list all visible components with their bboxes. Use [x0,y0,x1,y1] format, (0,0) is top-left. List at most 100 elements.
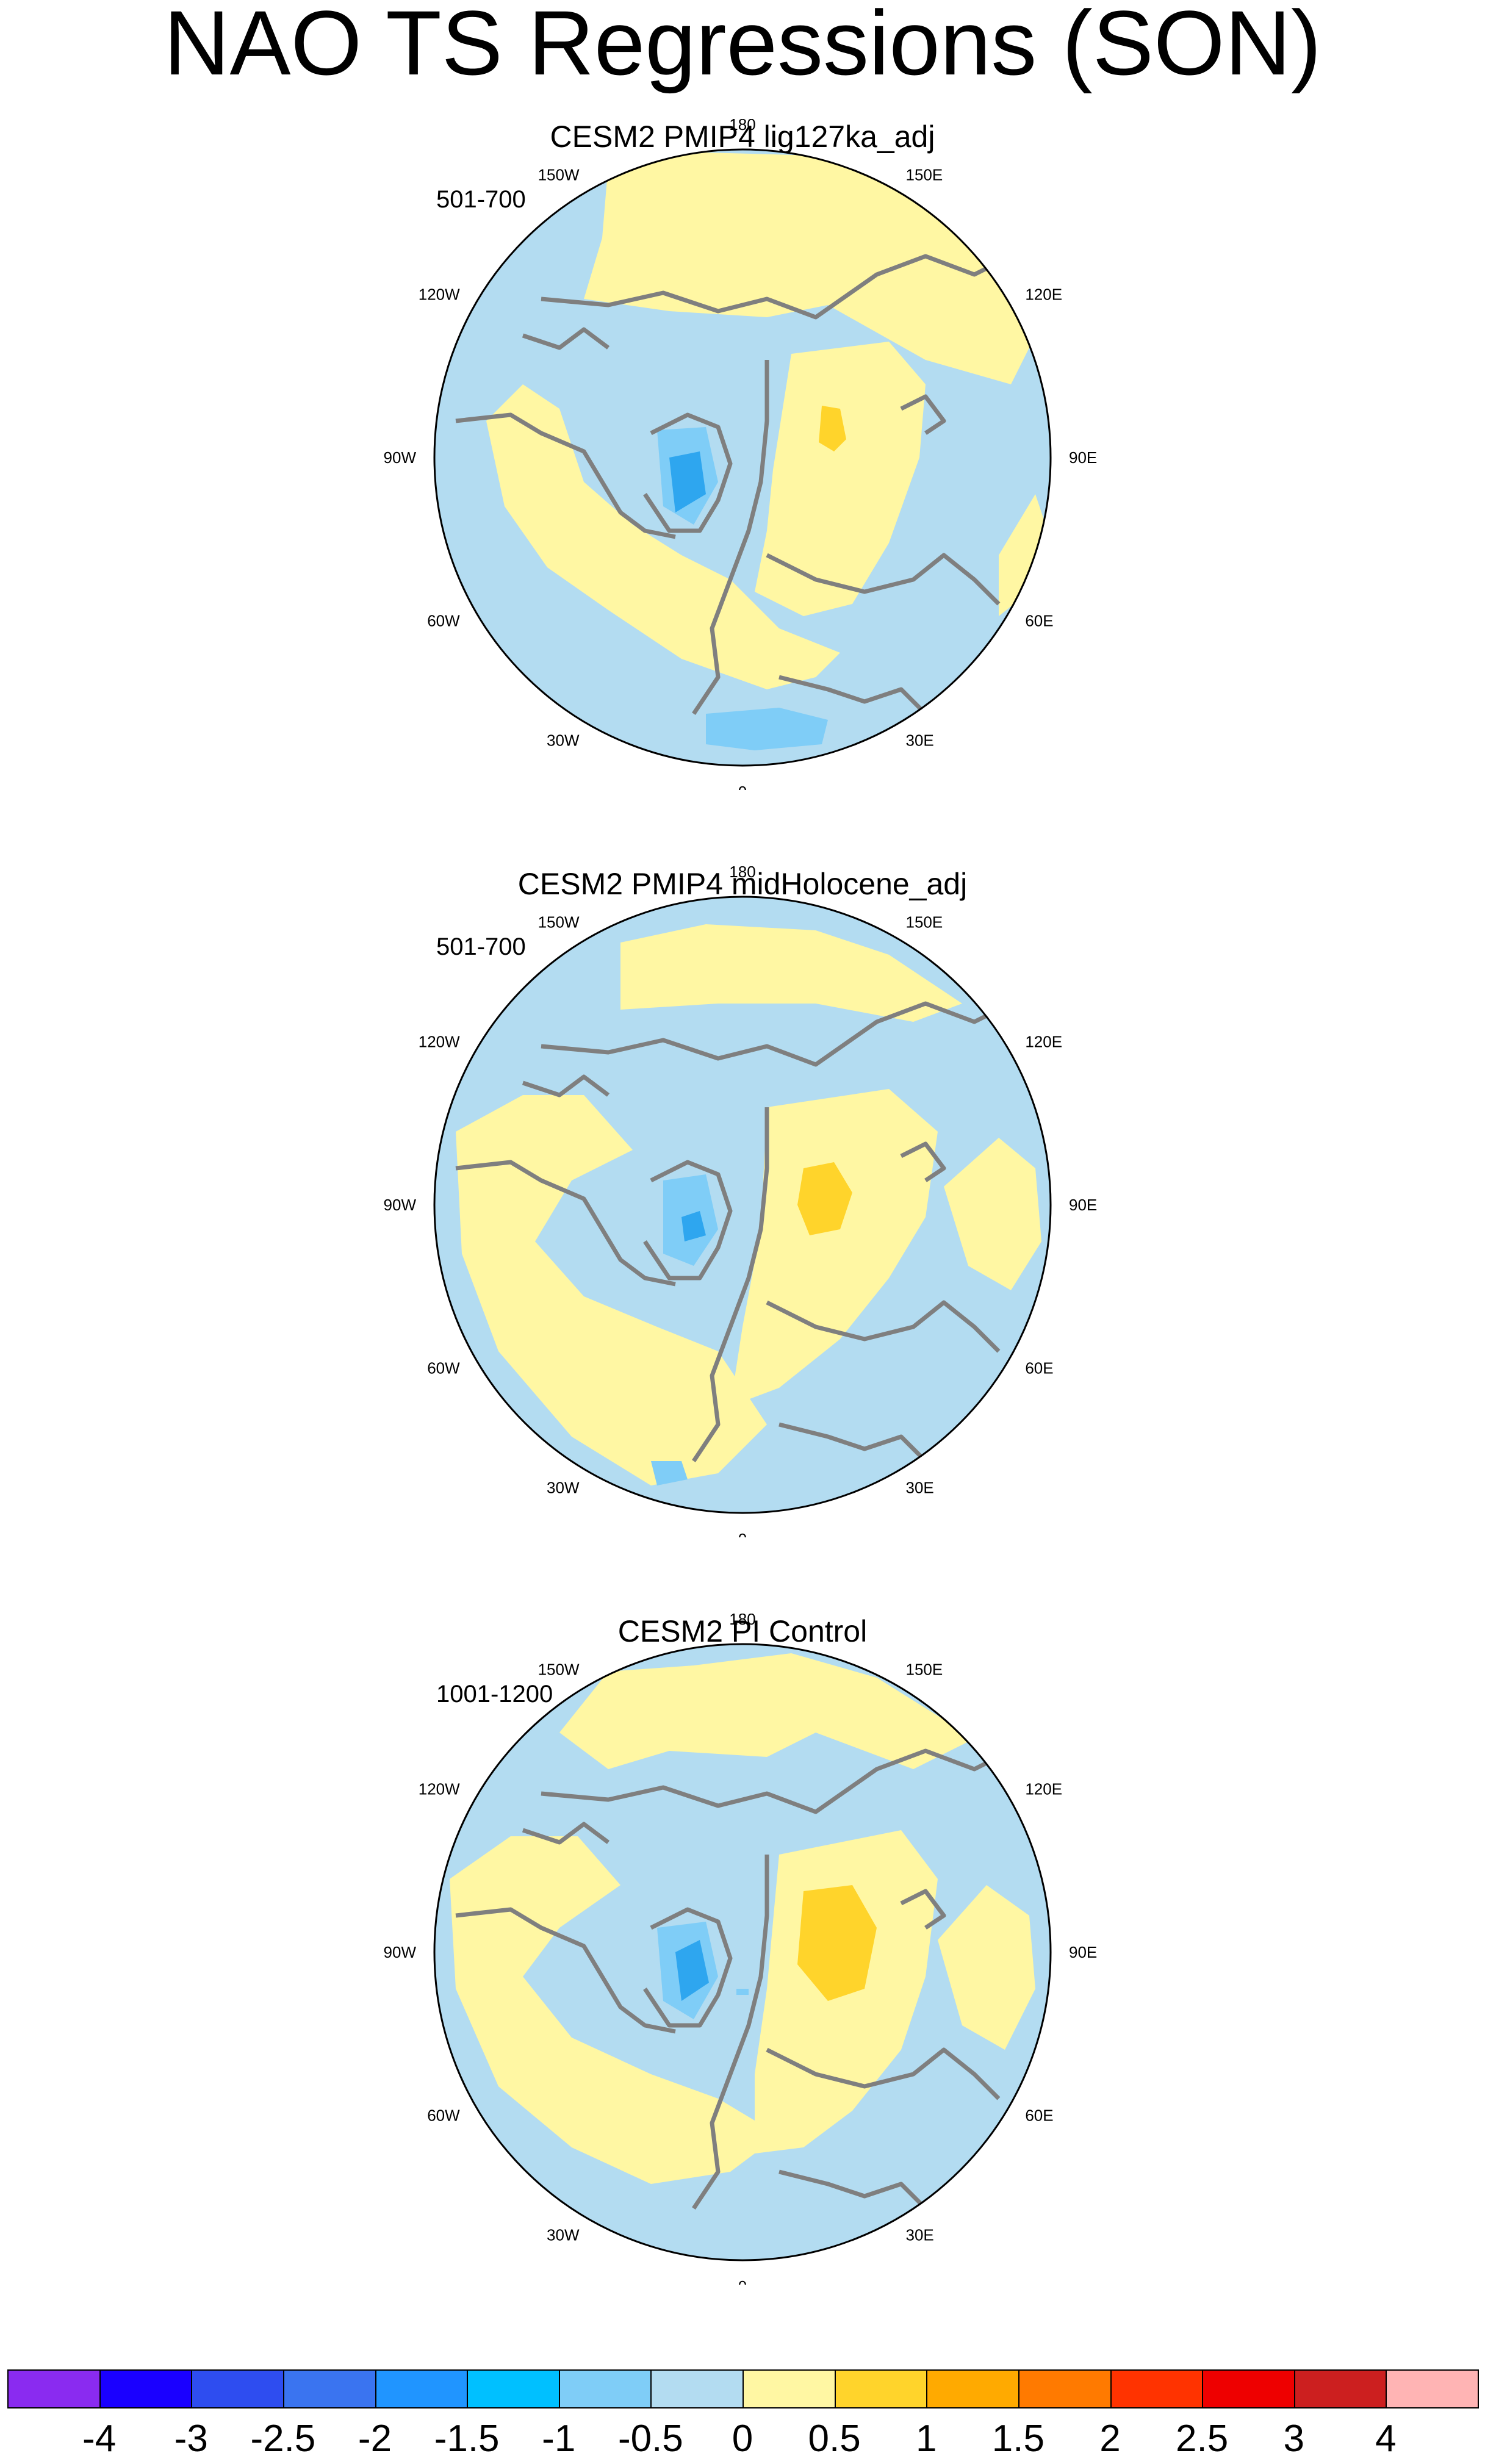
colorbar-tick-label: 1.5 [991,2418,1045,2460]
longitude-label: 90E [1069,448,1097,467]
longitude-label: 90W [384,448,417,467]
colorbar-swatch [375,2369,469,2408]
map-boundary [433,148,1052,767]
longitude-label: 90E [1069,1196,1097,1214]
longitude-label: 0 [738,1530,747,1537]
colorbar-swatch [834,2369,928,2408]
panel-title: CESM2 PMIP4 lig127ka_adj [550,120,935,154]
longitude-label: 0 [738,2277,747,2285]
longitude-label: 30E [906,1478,934,1496]
longitude-label: 120E [1025,286,1062,304]
figure-title: NAO TS Regressions (SON) [164,0,1321,94]
longitude-label: 120W [419,1780,460,1798]
longitude-label: 150E [906,913,943,932]
coastline [643,1907,733,2028]
positive-anomaly-region [755,342,926,616]
strong-positive-anomaly-region [797,1885,877,2001]
coastline [541,1748,1012,1814]
longitude-label: 60W [427,2107,460,2125]
strong-negative-anomaly-region [681,1211,706,1241]
negative-anomaly-region [736,1989,749,1995]
period-label: 501-700 [436,186,526,213]
colorbar-swatch [1202,2369,1295,2408]
coastline [455,1907,676,2034]
polar-map: 180 150E 120E 90E 60E 30E 0 30W 60W 90W 120W 150W [384,1614,1098,2285]
colorbar-swatch [558,2369,652,2408]
colorbar-tick-label: -4 [82,2418,117,2460]
panel-title: CESM2 PMIP4 midHolocene_adj [517,867,968,901]
map-boundary [433,1643,1052,2261]
longitude-label: 60W [427,612,460,630]
longitude-label: 60E [1025,612,1053,630]
colorbar-swatch [99,2369,193,2408]
colorbar-swatch [743,2369,836,2408]
longitude-label: 30E [906,731,934,749]
colorbar-tick-label: 0.5 [808,2418,861,2460]
longitude-label: 120W [419,1033,460,1051]
longitude-label: 90W [384,1196,417,1214]
longitude-label: 30W [547,2225,580,2244]
colorbar-tick-label: -0.5 [617,2418,683,2460]
longitude-label: 60E [1025,1359,1053,1377]
positive-anomaly-region [999,494,1048,616]
longitude-label: 60E [1025,2107,1053,2125]
coastline [522,1822,610,1845]
negative-anomaly-region [706,708,828,750]
colorbar-tick-label: 1 [916,2418,937,2460]
longitude-label: 30W [547,1478,580,1496]
coastline [541,1001,1012,1067]
longitude-label: 60W [427,1359,460,1377]
positive-anomaly-region [559,1653,974,1769]
coastline [692,360,769,715]
coastline [643,412,733,533]
longitude-label: 120E [1025,1780,1062,1798]
coastline [643,1160,733,1280]
panel-title: CESM2 PI Control [617,1614,868,1648]
negative-anomaly-region [651,1461,688,1485]
colorbar: -4 -3 -2.5 -2 -1.5 -1 -0.5 0 0.5 1 1.5 2 2.5 3 4 [7,2369,1479,2460]
coastline [900,1889,946,1930]
longitude-label: 30E [906,2225,934,2244]
colorbar-swatch [650,2369,744,2408]
map-panel-2: CESM2 PMIP4 midHolocene_adj 180 150E 120E 90… [0,866,1485,1598]
colorbar-tick-label: -2.5 [250,2418,316,2460]
longitude-label: 90W [384,1943,417,1961]
colorbar-swatch [1110,2369,1204,2408]
colorbar-swatch [1386,2369,1479,2408]
coastline [766,2047,1001,2100]
coastline [541,254,1012,320]
colorbar-swatch [467,2369,560,2408]
coastline [692,1107,769,1462]
coastline [900,394,946,435]
colorbar-swatch [191,2369,284,2408]
longitude-label: 150W [538,166,580,184]
period-label: 1001-1200 [436,1681,553,1708]
longitude-label: 180 [729,119,755,134]
colorbar-tick-label: -1.5 [434,2418,500,2460]
longitude-label: 150E [906,166,943,184]
colorbar-tick-label: -3 [174,2418,208,2460]
colorbar-tick-label: 0 [732,2418,753,2460]
colorbar-tick-label: 2.5 [1176,2418,1229,2460]
coastline [766,553,1001,606]
colorbar-tick-label: 2 [1099,2418,1121,2460]
positive-anomaly-region [456,1095,767,1485]
longitude-label: 120E [1025,1033,1062,1051]
longitude-label: 150E [906,1661,943,1679]
colorbar-swatch [1018,2369,1112,2408]
longitude-label: 150W [538,913,580,932]
colorbar-tick-label: 3 [1283,2418,1304,2460]
colorbar-tick-label: -2 [358,2418,392,2460]
coastline [455,412,676,539]
colorbar-swatch [282,2369,376,2408]
strong-negative-anomaly-region [669,451,706,512]
strong-negative-anomaly-region [675,1940,709,2001]
coastline [766,1300,1001,1353]
coastline [692,1855,769,2210]
colorbar-swatch [1293,2369,1387,2408]
positive-anomaly-region [584,153,1035,384]
strong-positive-anomaly-region [819,406,846,451]
map-panel-1: CESM2 PMIP4 lig127ka_adj 180 150E 120E 90E 60… [0,119,1485,851]
coastline [900,1141,946,1182]
period-label: 501-700 [436,933,526,960]
